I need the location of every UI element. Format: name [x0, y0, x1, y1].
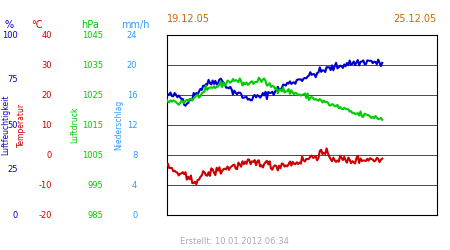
- Text: Niederschlag: Niederschlag: [115, 100, 124, 150]
- Text: 20: 20: [127, 60, 137, 70]
- Text: %: %: [4, 20, 13, 30]
- Text: 1015: 1015: [82, 120, 104, 130]
- Text: 995: 995: [88, 180, 104, 190]
- Text: mm/h: mm/h: [122, 20, 150, 30]
- Text: hPa: hPa: [81, 20, 99, 30]
- Text: 24: 24: [127, 30, 137, 40]
- Text: 25.12.05: 25.12.05: [393, 14, 436, 24]
- Text: 19.12.05: 19.12.05: [166, 14, 210, 24]
- Text: -20: -20: [38, 210, 52, 220]
- Text: 4: 4: [132, 180, 137, 190]
- Text: Temperatur: Temperatur: [17, 103, 26, 147]
- Text: 1025: 1025: [82, 90, 104, 100]
- Text: 25: 25: [8, 166, 18, 174]
- Text: °C: °C: [32, 20, 43, 30]
- Text: 75: 75: [7, 76, 18, 84]
- Text: 1005: 1005: [82, 150, 104, 160]
- Text: 0: 0: [46, 150, 52, 160]
- Text: Erstellt: 10.01.2012 06:34: Erstellt: 10.01.2012 06:34: [180, 236, 289, 246]
- Text: 12: 12: [127, 120, 137, 130]
- Text: Luftfeuchtigkeit: Luftfeuchtigkeit: [1, 95, 10, 155]
- Text: 16: 16: [126, 90, 137, 100]
- Text: Luftdruck: Luftdruck: [70, 107, 79, 143]
- Text: 985: 985: [88, 210, 104, 220]
- Text: 0: 0: [13, 210, 18, 220]
- Text: 100: 100: [2, 30, 18, 40]
- Text: 1045: 1045: [82, 30, 104, 40]
- Text: 20: 20: [41, 90, 52, 100]
- Text: 8: 8: [132, 150, 137, 160]
- Text: 30: 30: [41, 60, 52, 70]
- Text: 10: 10: [41, 120, 52, 130]
- Text: 50: 50: [8, 120, 18, 130]
- Text: 0: 0: [132, 210, 137, 220]
- Text: 1035: 1035: [82, 60, 104, 70]
- Text: 40: 40: [41, 30, 52, 40]
- Text: -10: -10: [38, 180, 52, 190]
